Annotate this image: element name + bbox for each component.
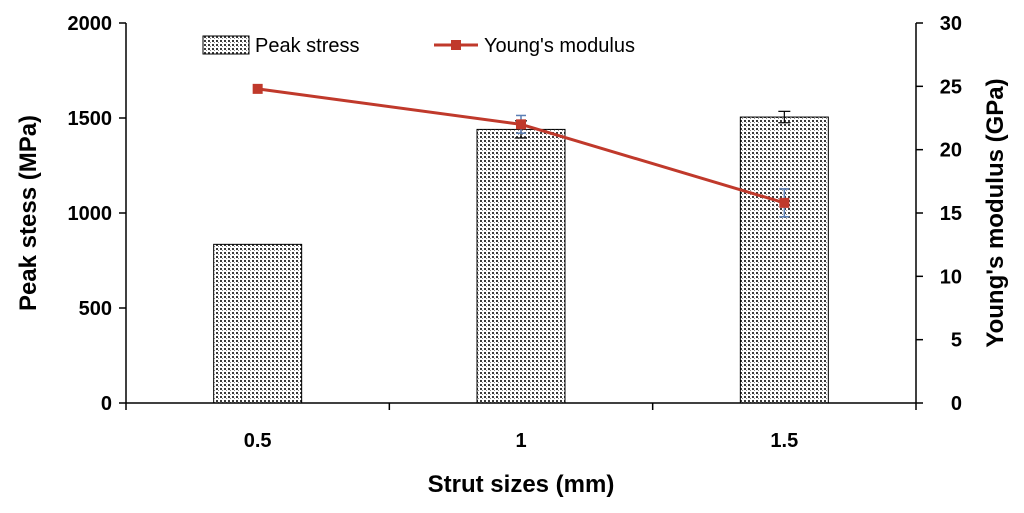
y-right-tick-label: 20: [940, 140, 962, 162]
x-tick-label: 0.5: [244, 430, 272, 452]
y-axis-right-title: Young's modulus (GPa): [982, 78, 1009, 347]
point-youngs-modulus: [252, 83, 263, 94]
y-axis-left-title: Peak stess (MPa): [15, 115, 42, 311]
point-youngs-modulus: [779, 197, 790, 208]
legend-label-peak-stress: Peak stress: [255, 35, 359, 57]
legend-swatch-peak-stress: [202, 35, 250, 55]
x-tick-label: 1: [515, 430, 526, 452]
point-youngs-modulus: [516, 119, 526, 130]
y-right-tick-label: 25: [940, 76, 962, 98]
y-left-tick-label: 1500: [68, 108, 113, 130]
legend: Peak stress Young's modulus: [202, 35, 635, 57]
y-left-tick-label: 1000: [68, 203, 113, 225]
x-tick-label: 1.5: [770, 430, 798, 452]
bar-peak-stress: [213, 243, 303, 404]
bar-peak-stress: [739, 116, 829, 404]
bar-peak-stress: [476, 128, 566, 404]
legend-swatch-youngs-modulus-marker: [451, 40, 461, 50]
y-right-tick-label: 0: [951, 393, 962, 415]
y-left-tick-label: 2000: [68, 13, 113, 35]
y-right-tick-label: 30: [940, 13, 962, 35]
y-right-tick-label: 10: [940, 266, 962, 288]
y-left-tick-label: 500: [79, 298, 112, 320]
legend-label-youngs-modulus: Young's modulus: [484, 35, 635, 57]
y-left-tick-label: 0: [101, 393, 112, 415]
y-right-tick-label: 5: [951, 330, 962, 352]
x-axis-title: Strut sizes (mm): [428, 471, 615, 498]
y-right-tick-label: 15: [940, 203, 962, 225]
